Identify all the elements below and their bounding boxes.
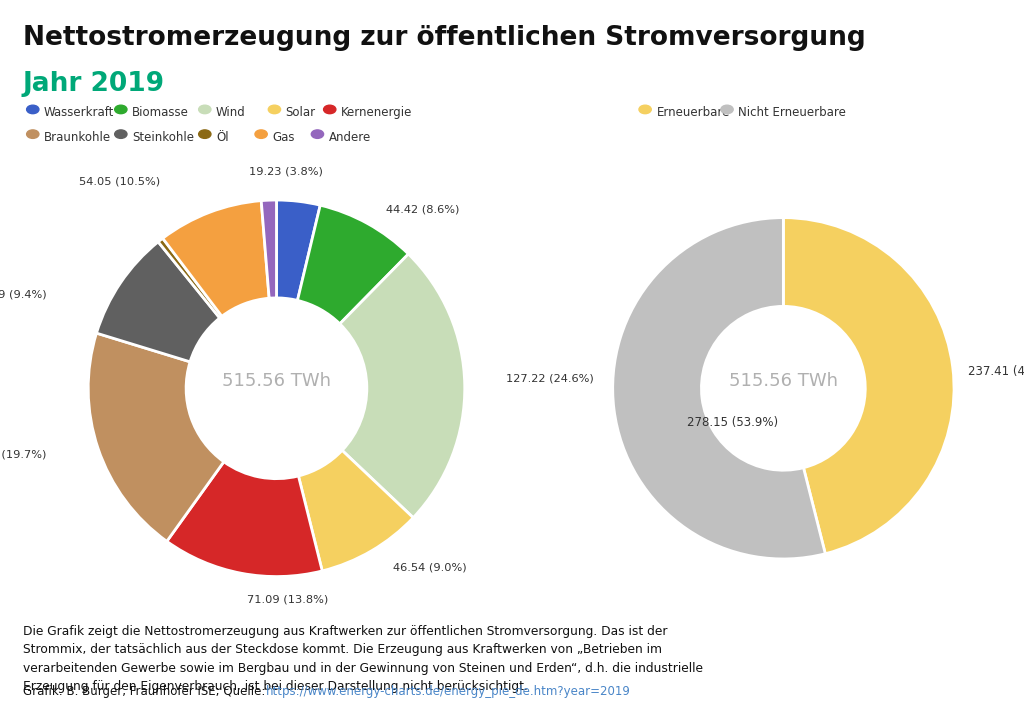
Wedge shape (167, 462, 323, 577)
Text: 54.05 (10.5%): 54.05 (10.5%) (79, 176, 160, 186)
Text: Biomasse: Biomasse (132, 107, 189, 119)
Wedge shape (298, 205, 409, 324)
Text: Nettostromerzeugung zur öffentlichen Stromversorgung: Nettostromerzeugung zur öffentlichen Str… (23, 25, 865, 51)
Wedge shape (612, 217, 825, 559)
Wedge shape (96, 242, 220, 361)
Wedge shape (163, 201, 269, 316)
Text: 278.15 (53.9%): 278.15 (53.9%) (687, 416, 777, 429)
Text: 127.22 (24.6%): 127.22 (24.6%) (506, 374, 594, 384)
Wedge shape (261, 200, 276, 298)
Wedge shape (298, 450, 414, 571)
Wedge shape (276, 200, 321, 301)
Text: 46.54 (9.0%): 46.54 (9.0%) (393, 562, 467, 572)
Text: Wind: Wind (216, 107, 246, 119)
Text: Jahr 2019: Jahr 2019 (23, 71, 165, 97)
Text: Gas: Gas (272, 131, 295, 144)
Text: 237.41 (46.1%): 237.41 (46.1%) (968, 365, 1024, 378)
Text: Grafik: B. Burger, Fraunhofer ISE; Quelle:: Grafik: B. Burger, Fraunhofer ISE; Quell… (23, 685, 268, 698)
Text: Braunkohle: Braunkohle (44, 131, 112, 144)
Text: Erneuerbare: Erneuerbare (656, 107, 730, 119)
Text: 71.09 (13.8%): 71.09 (13.8%) (247, 594, 329, 604)
Wedge shape (783, 217, 954, 554)
Text: Solar: Solar (286, 107, 315, 119)
Text: Steinkohle: Steinkohle (132, 131, 195, 144)
Text: 44.42 (8.6%): 44.42 (8.6%) (386, 205, 459, 215)
Text: 515.56 TWh: 515.56 TWh (222, 372, 331, 390)
Text: https://www.energy-charts.de/energy_pie_de.htm?year=2019: https://www.energy-charts.de/energy_pie_… (266, 685, 631, 698)
Wedge shape (158, 239, 222, 318)
Text: 19.23 (3.8%): 19.23 (3.8%) (249, 167, 323, 176)
Wedge shape (340, 254, 465, 517)
Text: Wasserkraft: Wasserkraft (44, 107, 115, 119)
Text: Andere: Andere (329, 131, 371, 144)
Text: 515.56 TWh: 515.56 TWh (729, 373, 838, 390)
Text: Nicht Erneuerbare: Nicht Erneuerbare (738, 107, 846, 119)
Wedge shape (88, 333, 224, 542)
Text: Kernenergie: Kernenergie (341, 107, 413, 119)
Text: 48.69 (9.4%): 48.69 (9.4%) (0, 289, 47, 299)
Text: Öl: Öl (216, 131, 228, 144)
Text: 102.18 (19.7%): 102.18 (19.7%) (0, 449, 47, 459)
Text: Die Grafik zeigt die Nettostromerzeugung aus Kraftwerken zur öffentlichen Stromv: Die Grafik zeigt die Nettostromerzeugung… (23, 625, 702, 693)
